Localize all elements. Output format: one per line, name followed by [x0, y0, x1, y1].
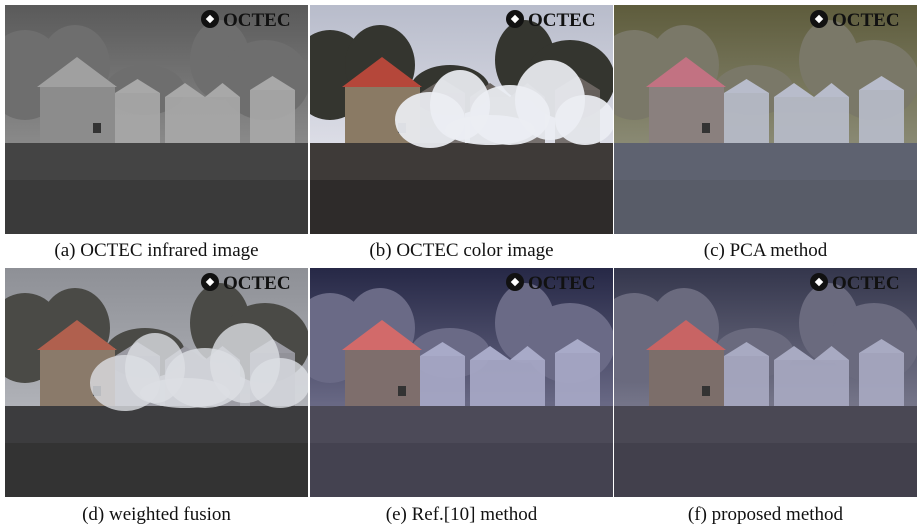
house-wall	[115, 93, 160, 143]
logo-text: OCTEC	[223, 10, 291, 31]
image-panel	[0, 268, 310, 497]
page: OCTEC (a) OCTEC infrared image OCTEC (b) OC…	[0, 0, 918, 529]
house-wall	[724, 356, 769, 406]
house-wall	[649, 348, 724, 406]
house-wall	[345, 348, 420, 406]
house-wall	[165, 97, 205, 143]
ground-far	[614, 443, 917, 497]
ground-far	[614, 180, 917, 234]
house-wall	[555, 353, 600, 406]
smoke	[140, 378, 230, 408]
logo-text: OCTEC	[528, 10, 596, 31]
ground-far	[5, 180, 308, 234]
image-panel	[594, 268, 918, 497]
house-wall	[814, 360, 849, 406]
image-panel	[290, 5, 615, 234]
ground-far	[5, 443, 308, 497]
logo-text: OCTEC	[223, 273, 291, 294]
smoke	[250, 358, 310, 408]
caption: (b) OCTEC color image	[369, 240, 553, 261]
house-wall	[205, 97, 240, 143]
logo-text: OCTEC	[832, 273, 900, 294]
smoke	[445, 115, 535, 145]
window	[93, 123, 101, 133]
caption: (f) proposed method	[688, 504, 844, 525]
house-wall	[774, 97, 814, 143]
caption: (c) PCA method	[704, 240, 828, 261]
image-panel	[290, 268, 615, 497]
house-wall	[814, 97, 849, 143]
house-wall	[859, 353, 904, 406]
house-wall	[724, 93, 769, 143]
house-wall	[774, 360, 814, 406]
house-wall	[250, 90, 295, 143]
house-wall	[40, 85, 115, 143]
house-wall	[470, 360, 510, 406]
logo-text: OCTEC	[528, 273, 596, 294]
house-wall	[420, 356, 465, 406]
house-wall	[510, 360, 545, 406]
smoke	[555, 95, 615, 145]
caption: (d) weighted fusion	[82, 504, 231, 525]
ground-far	[310, 180, 613, 234]
logo-text: OCTEC	[832, 10, 900, 31]
image-panel	[594, 5, 918, 234]
window	[398, 386, 406, 396]
caption: (e) Ref.[10] method	[386, 504, 538, 525]
house-wall	[649, 85, 724, 143]
caption: (a) OCTEC infrared image	[54, 240, 258, 261]
window	[702, 123, 710, 133]
window	[702, 386, 710, 396]
ground-far	[310, 443, 613, 497]
image-panel	[0, 5, 310, 234]
figure: OCTEC (a) OCTEC infrared image OCTEC (b) OC…	[0, 0, 918, 529]
house-wall	[859, 90, 904, 143]
